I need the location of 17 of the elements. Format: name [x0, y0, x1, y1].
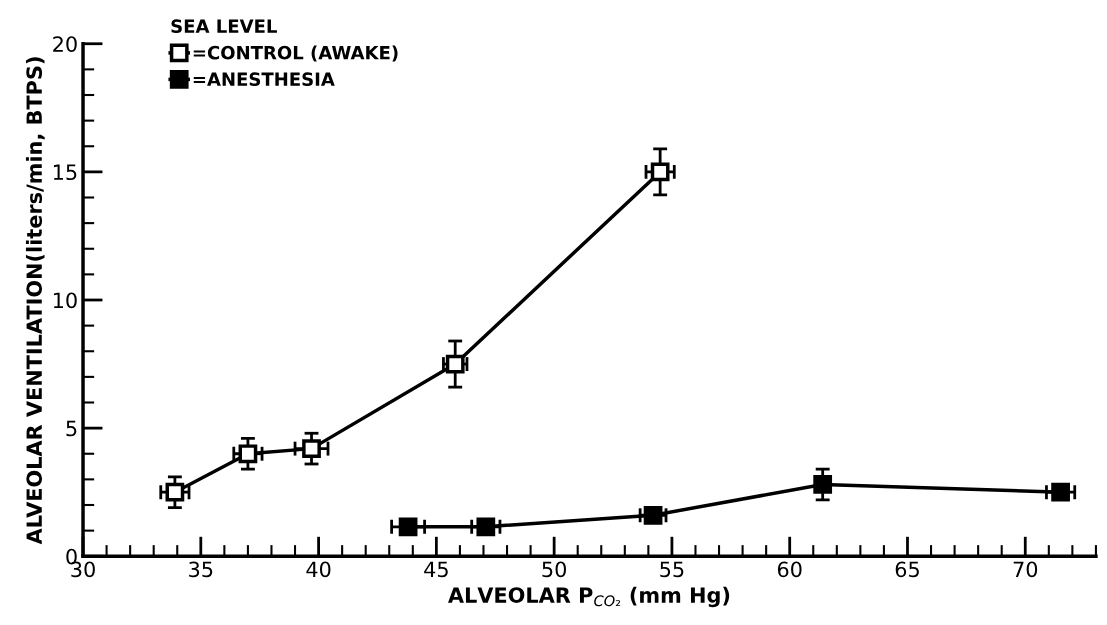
x-tick-label: 40 — [306, 561, 331, 578]
y-tick-label: 10 — [53, 292, 77, 309]
y-tick-label: 20 — [53, 36, 77, 52]
y-axis-title: ALVEOLAR VENTILATION(liters/min, BTPS) — [25, 57, 45, 545]
x-tick-label: 35 — [189, 561, 213, 578]
y-tick-label: 15 — [53, 164, 77, 181]
x-tick-label: 45 — [424, 561, 448, 578]
x-tick-label: 60 — [777, 561, 802, 578]
legend-label: =ANESTHESIA — [193, 72, 335, 86]
x-axis-title: ALVEOLAR P$_{CO₂}$ (mm Hg) — [448, 586, 730, 608]
x-tick-label: 55 — [660, 561, 684, 578]
x-tick-label: 65 — [895, 561, 919, 578]
y-tick-label: 5 — [66, 420, 77, 437]
x-tick-label: 70 — [1013, 561, 1038, 578]
legend-title: SEA LEVEL — [171, 19, 277, 33]
legend-label: =CONTROL (AWAKE) — [193, 45, 398, 62]
x-tick-label: 50 — [542, 561, 567, 578]
